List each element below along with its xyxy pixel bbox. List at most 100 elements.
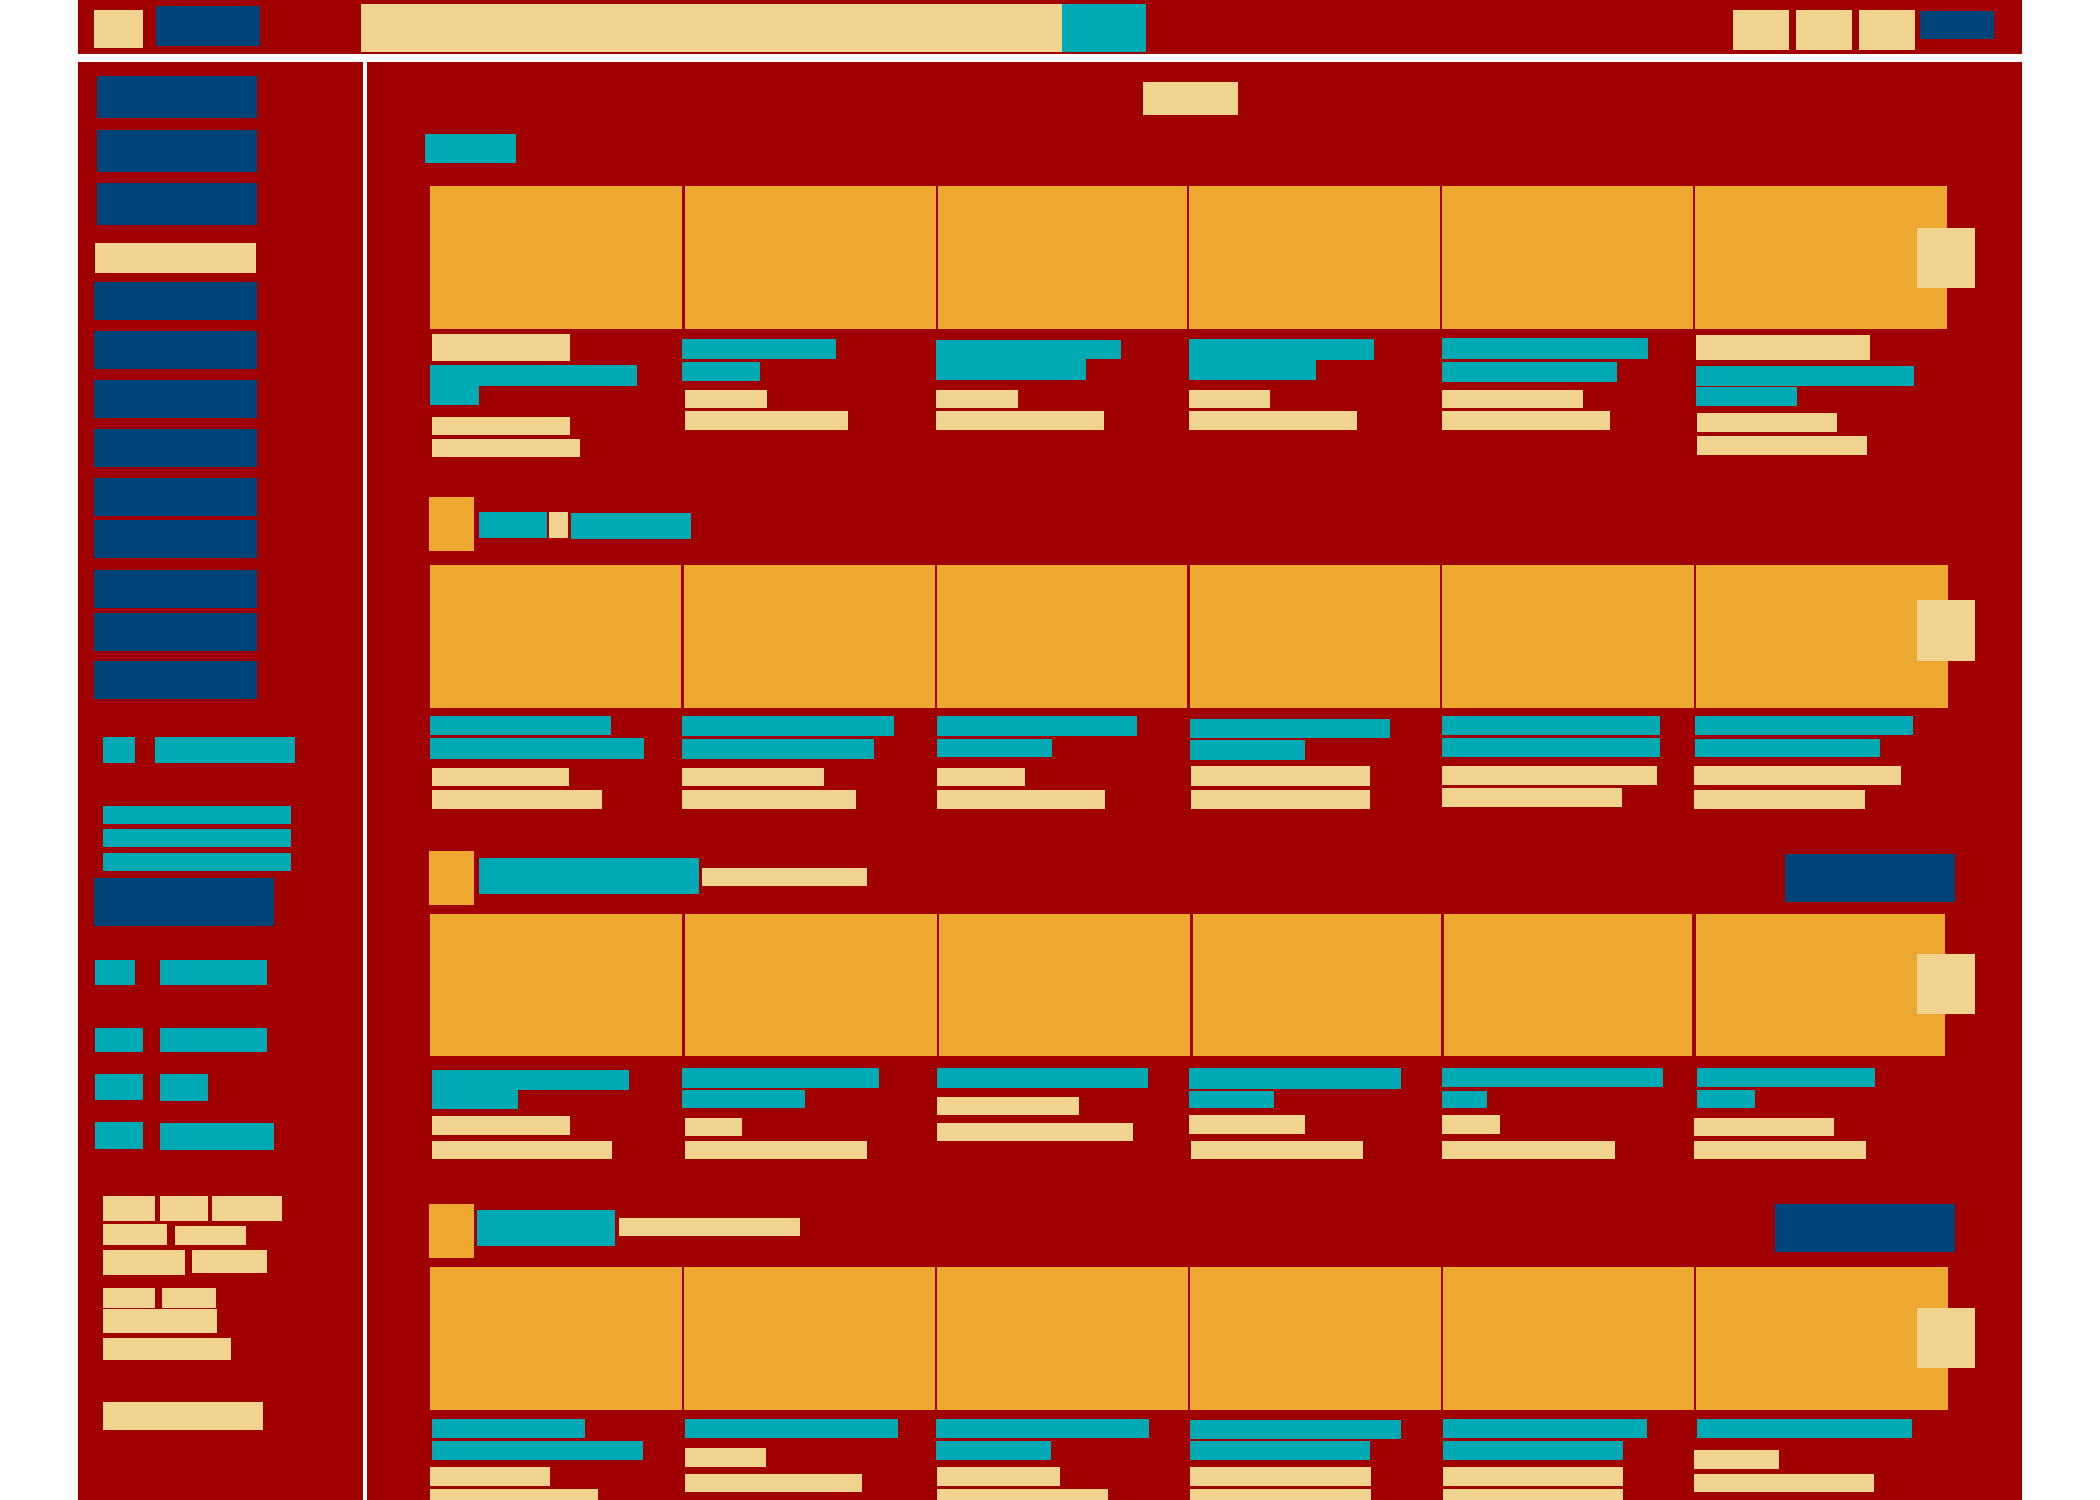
product-title[interactable] [685,1419,898,1438]
shelf-subtitle[interactable] [571,513,691,539]
sidebar-item[interactable] [94,331,257,369]
brand-name[interactable] [156,6,260,46]
product-image[interactable] [1443,1267,1694,1410]
product-title[interactable] [432,1419,585,1438]
product-title[interactable] [1189,339,1374,360]
sidebar-item[interactable] [94,429,257,467]
product-title[interactable] [1190,719,1390,738]
tag[interactable] [103,1224,167,1245]
sidebar-item[interactable] [94,282,257,320]
shelf-title[interactable] [479,858,699,894]
product-title[interactable] [937,1068,1148,1088]
tag[interactable] [160,1196,208,1221]
sidebar-item-active[interactable] [95,243,256,273]
product-title[interactable] [1443,1419,1647,1438]
filter-heading[interactable] [155,737,295,763]
tag[interactable] [103,1288,155,1308]
next-arrow-icon[interactable] [1917,600,1975,661]
product-image[interactable] [937,565,1187,708]
product-image[interactable] [937,1267,1188,1410]
product-title[interactable] [682,716,894,736]
section-label[interactable] [425,134,516,163]
tag[interactable] [103,1250,185,1275]
product-image[interactable] [430,1267,682,1410]
action-button-3[interactable] [1859,10,1915,50]
search-button[interactable] [1062,4,1146,52]
product-title[interactable] [1442,338,1648,359]
product-title[interactable] [1442,1068,1663,1087]
filter-option[interactable] [103,806,291,824]
product-image[interactable] [1442,565,1694,708]
product-image[interactable] [684,565,935,708]
tag[interactable] [162,1288,216,1308]
product-title[interactable] [430,716,611,735]
product-image[interactable] [1444,914,1692,1056]
product-title[interactable] [1695,716,1913,735]
tag[interactable] [103,1309,217,1333]
product-title[interactable] [1697,1068,1875,1087]
product-image[interactable] [430,914,682,1056]
product-image[interactable] [939,914,1190,1056]
product-image[interactable] [684,1267,935,1410]
shelf-see-all-button[interactable] [1785,854,1955,902]
shelf-title[interactable] [477,1210,615,1246]
tag[interactable] [103,1338,231,1360]
action-button-1[interactable] [1733,10,1789,50]
product-image[interactable] [1695,186,1947,329]
tag[interactable] [212,1196,282,1221]
sidebar-item[interactable] [94,520,257,558]
shelf-see-all-button[interactable] [1775,1204,1955,1252]
product-title[interactable] [432,1070,629,1090]
sidebar-item[interactable] [94,380,257,418]
tag[interactable] [192,1250,267,1273]
sidebar-item[interactable] [94,661,257,699]
product-image[interactable] [685,186,936,329]
product-image[interactable] [1442,186,1693,329]
product-title[interactable] [937,716,1137,736]
tag[interactable] [103,1196,155,1221]
product-image[interactable] [1696,565,1948,708]
checkbox-icon[interactable] [95,1028,143,1052]
product-title[interactable] [1189,1068,1401,1089]
product-title[interactable] [1190,1420,1401,1439]
account-button[interactable] [1920,11,1994,39]
filter-apply-button[interactable] [94,878,274,926]
product-image[interactable] [430,565,681,708]
product-image[interactable] [685,914,937,1056]
sidebar-item[interactable] [97,130,257,172]
sidebar-item[interactable] [94,478,257,516]
filter-option[interactable] [103,829,291,847]
sidebar-item[interactable] [94,613,257,651]
action-button-2[interactable] [1796,10,1852,50]
product-title[interactable] [1696,335,1870,360]
product-image[interactable] [1190,565,1440,708]
sidebar-item[interactable] [97,76,257,118]
next-arrow-icon[interactable] [1917,954,1975,1014]
product-image[interactable] [1189,186,1440,329]
logo-icon[interactable] [94,10,143,48]
sidebar-item[interactable] [94,570,257,608]
product-title[interactable] [1697,1419,1912,1438]
product-image[interactable] [1193,914,1441,1056]
tag[interactable] [175,1226,246,1245]
product-image[interactable] [1190,1267,1441,1410]
product-image[interactable] [1696,1267,1948,1410]
product-image[interactable] [1696,914,1945,1056]
checkbox-icon[interactable] [95,1074,143,1100]
product-title[interactable] [682,1068,879,1088]
product-image[interactable] [430,186,682,329]
product-title[interactable] [1442,716,1660,735]
search-input[interactable] [361,4,1062,52]
checkbox-icon[interactable] [95,1122,143,1149]
next-arrow-icon[interactable] [1917,1308,1975,1368]
shelf-title[interactable] [479,512,547,538]
product-title[interactable] [936,340,1121,359]
next-arrow-icon[interactable] [1917,228,1975,288]
product-title[interactable] [936,1419,1149,1438]
sidebar-item[interactable] [97,183,257,225]
product-title[interactable] [682,339,836,359]
checkbox-icon[interactable] [95,960,135,985]
sidebar-footer-link[interactable] [103,1402,263,1430]
product-image[interactable] [938,186,1187,329]
filter-option[interactable] [103,853,291,871]
